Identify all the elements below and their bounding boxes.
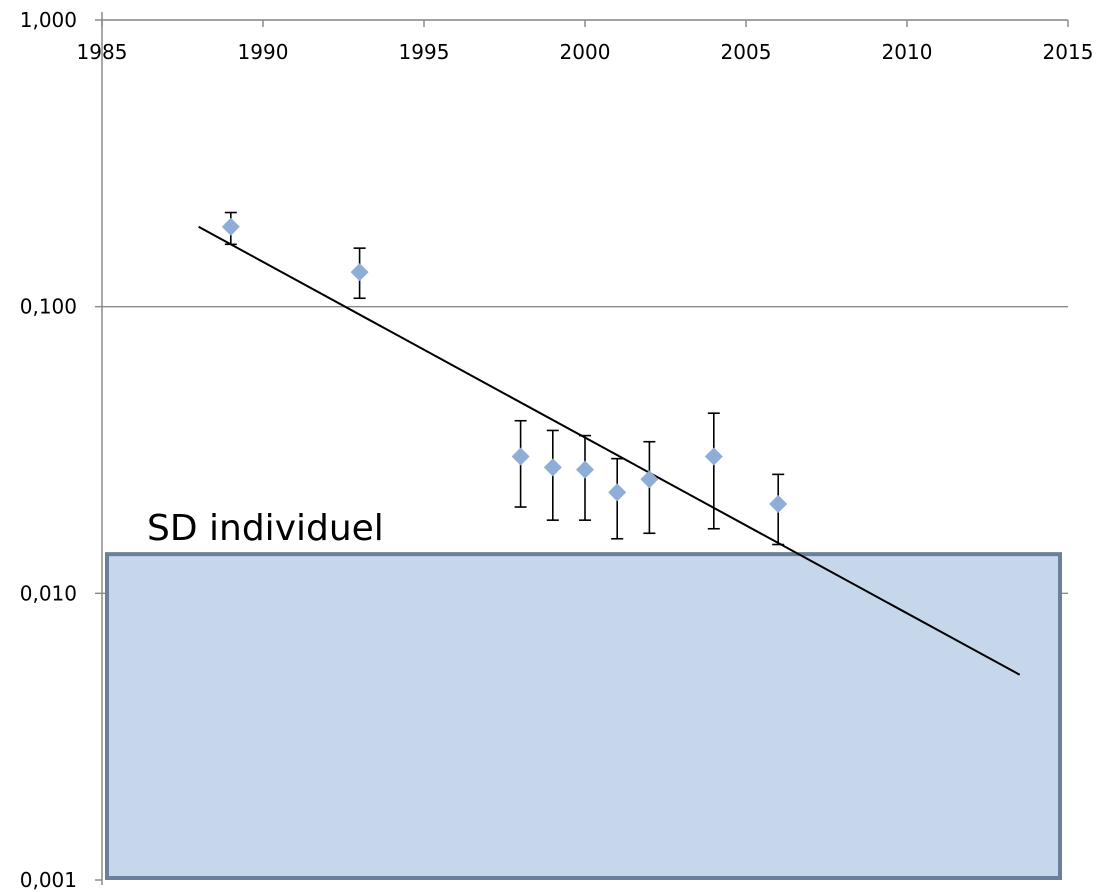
x-tick-label-0: 1985 bbox=[77, 40, 128, 64]
x-tick-label-3: 2000 bbox=[560, 40, 611, 64]
data-point-6 bbox=[640, 470, 659, 489]
y-tick-label-3: 0,001 bbox=[20, 868, 77, 892]
y-tick-label-0: 1,000 bbox=[20, 8, 77, 32]
y-tick-label-2: 0,010 bbox=[20, 581, 77, 605]
error-bars bbox=[224, 211, 785, 546]
data-point-3 bbox=[543, 458, 562, 477]
sd-region-box bbox=[105, 552, 1062, 880]
sd-region bbox=[105, 552, 1062, 880]
tick-labels: 1985 1990 1995 2000 2005 2010 2015 1,000 0,100 0,… bbox=[20, 8, 1094, 892]
x-tick-label-2: 1995 bbox=[399, 40, 450, 64]
data-point-8 bbox=[769, 494, 788, 513]
data-points bbox=[221, 217, 788, 513]
data-point-5 bbox=[608, 483, 627, 502]
x-tick-label-4: 2005 bbox=[721, 40, 772, 64]
trendline bbox=[198, 225, 1021, 676]
x-tick-label-6: 2015 bbox=[1043, 40, 1094, 64]
data-point-7 bbox=[704, 447, 723, 466]
sd-region-label: SD individuel bbox=[147, 508, 384, 549]
data-point-4 bbox=[576, 460, 594, 479]
data-point-0 bbox=[221, 217, 240, 236]
y-tick-label-1: 0,100 bbox=[20, 295, 77, 319]
axes bbox=[95, 12, 1069, 885]
x-tick-label-5: 2010 bbox=[882, 40, 933, 64]
data-point-1 bbox=[350, 263, 369, 282]
x-tick-label-1: 1990 bbox=[238, 40, 289, 64]
trendline-group bbox=[198, 225, 1021, 676]
data-point-2 bbox=[511, 447, 530, 466]
